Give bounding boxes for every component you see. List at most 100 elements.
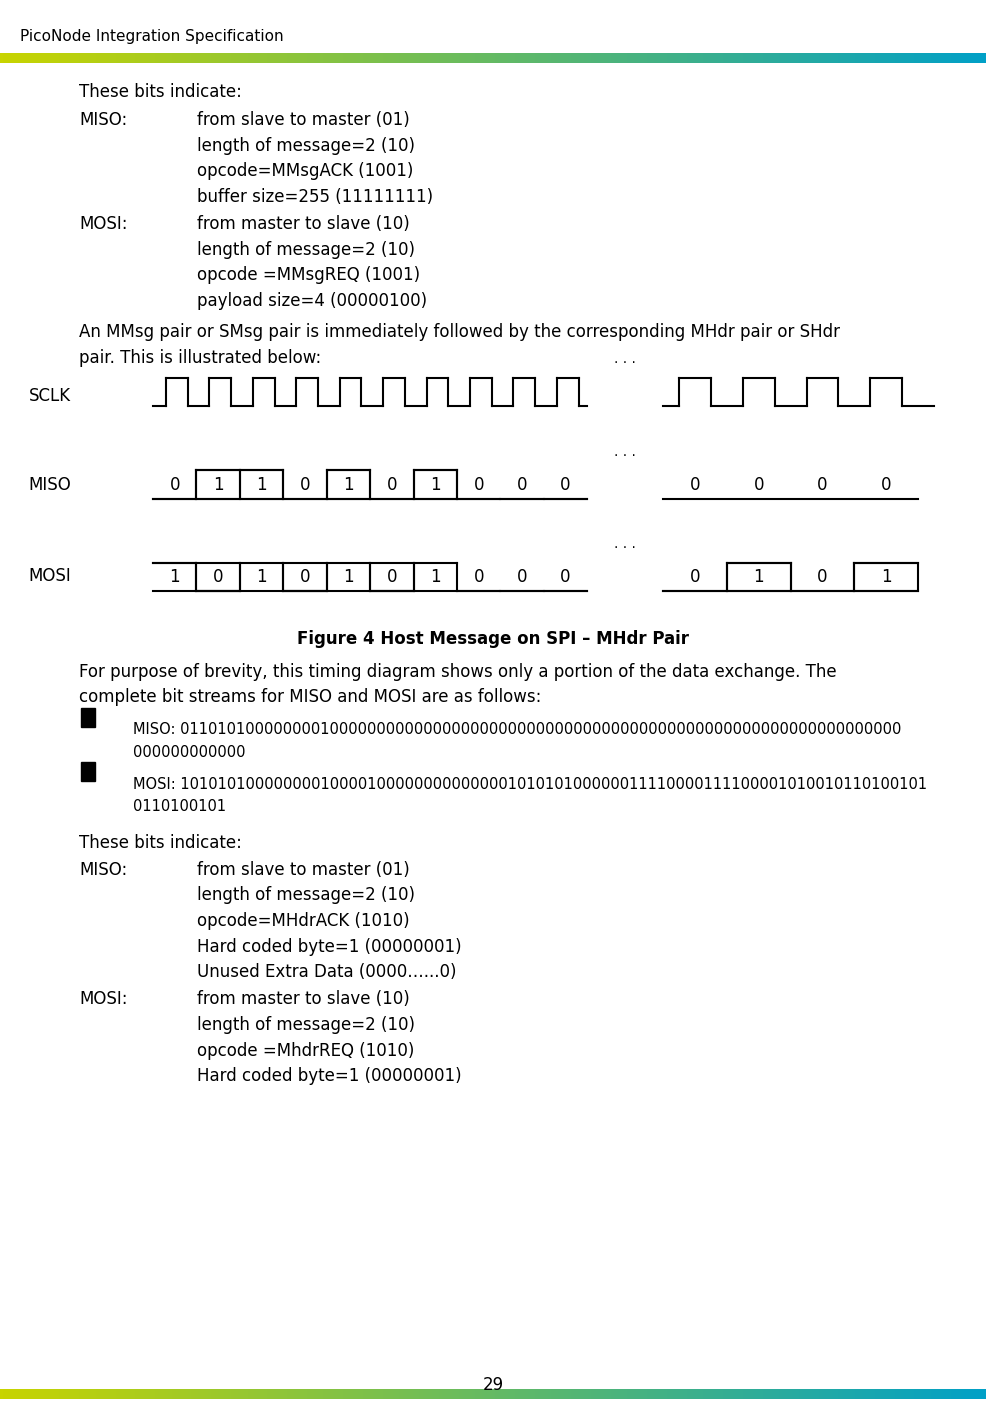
Bar — [567, 53, 571, 63]
Bar — [930, 1389, 933, 1399]
Bar — [679, 53, 682, 63]
Bar — [99, 53, 103, 63]
Bar — [83, 1389, 86, 1399]
Bar — [963, 53, 966, 63]
Bar — [515, 53, 518, 63]
Text: MISO: 01101010000000010000000000000000000000000000000000000000000000000000000000: MISO: 0110101000000001000000000000000000… — [133, 722, 900, 738]
Bar — [620, 1389, 623, 1399]
Bar — [660, 1389, 663, 1399]
Bar — [422, 53, 425, 63]
Bar — [498, 1389, 501, 1399]
Bar — [346, 1389, 350, 1399]
Bar — [149, 53, 152, 63]
Bar — [165, 53, 169, 63]
Bar — [927, 53, 930, 63]
Bar — [841, 1389, 844, 1399]
Bar — [834, 1389, 837, 1399]
Bar — [864, 53, 868, 63]
Bar — [878, 53, 880, 63]
Bar — [920, 53, 923, 63]
Bar — [172, 1389, 175, 1399]
Bar — [0, 53, 3, 63]
Bar — [89, 1389, 93, 1399]
Bar — [795, 53, 798, 63]
Bar — [465, 53, 468, 63]
Text: . . .: . . . — [613, 352, 635, 366]
Bar — [218, 53, 221, 63]
Bar — [699, 1389, 702, 1399]
Bar — [973, 1389, 976, 1399]
Text: 0: 0 — [300, 476, 310, 493]
Text: 0: 0 — [517, 476, 527, 493]
Bar — [155, 53, 159, 63]
Bar — [458, 1389, 461, 1399]
Text: 0: 0 — [689, 476, 700, 493]
Text: 0110100101: 0110100101 — [133, 799, 226, 815]
Bar — [647, 53, 650, 63]
Bar — [745, 53, 748, 63]
Bar — [491, 1389, 495, 1399]
Bar — [422, 1389, 425, 1399]
Bar — [692, 1389, 696, 1399]
Bar — [702, 1389, 706, 1399]
Bar — [844, 1389, 848, 1399]
Bar — [10, 53, 13, 63]
Bar — [135, 53, 138, 63]
Bar — [606, 1389, 610, 1399]
Bar — [310, 1389, 314, 1399]
Bar — [211, 1389, 214, 1399]
Bar — [811, 1389, 814, 1399]
Bar — [323, 53, 326, 63]
Bar — [597, 53, 600, 63]
Bar — [577, 1389, 581, 1399]
Bar — [20, 1389, 23, 1399]
Bar — [429, 53, 432, 63]
Bar — [699, 53, 702, 63]
Bar — [505, 1389, 508, 1399]
Bar — [594, 53, 597, 63]
Bar — [775, 1389, 778, 1399]
Text: pair. This is illustrated below:: pair. This is illustrated below: — [79, 349, 320, 368]
Bar — [940, 53, 944, 63]
Bar — [63, 53, 66, 63]
Bar — [287, 1389, 290, 1399]
Bar — [817, 53, 821, 63]
Bar — [240, 470, 283, 499]
Bar — [603, 1389, 606, 1399]
Text: buffer size=255 (11111111): buffer size=255 (11111111) — [197, 188, 433, 207]
Bar — [597, 1389, 600, 1399]
Bar — [903, 53, 907, 63]
Bar — [616, 1389, 620, 1399]
Bar — [53, 53, 56, 63]
Bar — [907, 53, 910, 63]
Bar — [435, 1389, 439, 1399]
Bar — [145, 1389, 149, 1399]
Bar — [456, 53, 458, 63]
Text: 0: 0 — [387, 476, 396, 493]
Bar — [238, 1389, 241, 1399]
Bar — [709, 53, 712, 63]
Bar — [837, 53, 841, 63]
Bar — [561, 53, 564, 63]
Bar — [528, 1389, 530, 1399]
Bar — [966, 1389, 969, 1399]
Bar — [53, 1389, 56, 1399]
Bar — [478, 53, 481, 63]
Bar — [449, 53, 452, 63]
Bar — [485, 1389, 488, 1399]
Bar — [36, 1389, 39, 1399]
Bar — [518, 53, 521, 63]
Bar — [329, 53, 333, 63]
Bar — [323, 1389, 326, 1399]
Bar — [868, 1389, 871, 1399]
Bar — [221, 1389, 224, 1399]
Bar — [270, 1389, 274, 1399]
Bar — [132, 53, 135, 63]
Bar — [676, 1389, 679, 1399]
Bar — [319, 1389, 323, 1399]
Text: For purpose of brevity, this timing diagram shows only a portion of the data exc: For purpose of brevity, this timing diag… — [79, 663, 836, 681]
Bar — [636, 53, 640, 63]
Bar — [297, 1389, 300, 1399]
Text: 1: 1 — [343, 569, 353, 586]
Bar — [317, 53, 319, 63]
